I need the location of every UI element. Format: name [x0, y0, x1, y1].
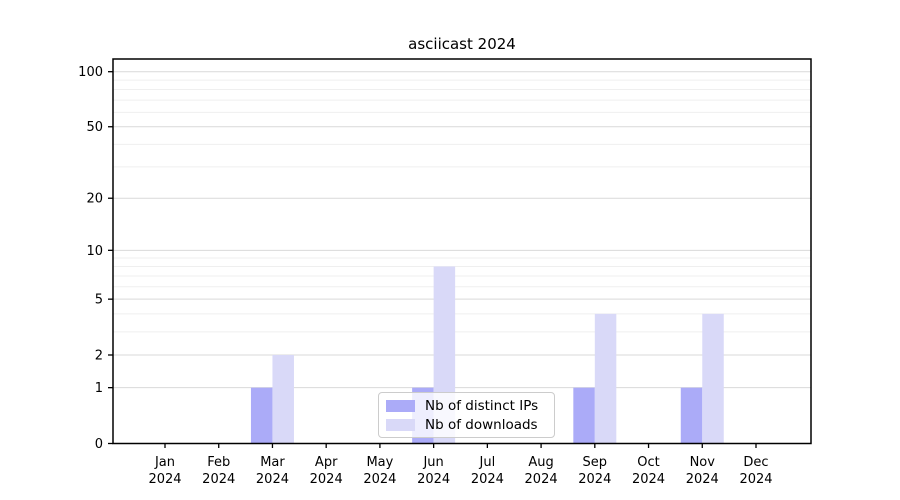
x-tick-label-month: May [366, 455, 393, 470]
x-tick-label-month: Aug [528, 455, 553, 470]
y-tick-label: 0 [95, 437, 103, 452]
x-tick-label-year: 2024 [686, 472, 719, 487]
x-tick-label-year: 2024 [471, 472, 504, 487]
x-tick-label-month: Jul [479, 455, 496, 470]
legend-swatch-distinct-ips [386, 399, 415, 412]
legend-swatch-downloads [386, 418, 415, 431]
legend-entry-downloads: Nb of downloads [386, 417, 547, 433]
bar-downloads-sep [594, 313, 617, 444]
x-tick-label-year: 2024 [417, 472, 450, 487]
legend-label-distinct-ips: Nb of distinct IPs [425, 397, 539, 414]
x-tick-label-month: Jun [422, 455, 443, 470]
bar-downloads-mar [272, 354, 294, 444]
bar-distinct-ips-nov [680, 387, 703, 444]
bar-downloads-nov [702, 313, 724, 444]
y-tick-label: 100 [78, 65, 103, 80]
x-tick-label-month: Sep [583, 455, 608, 470]
x-tick-label-year: 2024 [632, 472, 665, 487]
bar-distinct-ips-mar [250, 387, 273, 444]
x-tick-label-year: 2024 [148, 472, 181, 487]
x-tick-label-month: Apr [315, 455, 338, 470]
x-tick-label-year: 2024 [256, 472, 289, 487]
x-tick-label-month: Dec [743, 455, 768, 470]
x-tick-label-year: 2024 [363, 472, 396, 487]
y-tick-label: 20 [86, 192, 103, 207]
legend-label-downloads: Nb of downloads [425, 416, 538, 433]
y-tick-label: 50 [86, 120, 103, 135]
y-tick-label: 2 [95, 348, 103, 363]
y-tick-label: 5 [95, 293, 103, 308]
x-tick-label-month: Oct [637, 455, 659, 470]
x-tick-label-year: 2024 [525, 472, 558, 487]
chart-title: asciicast 2024 [408, 35, 516, 53]
x-tick-label-year: 2024 [739, 472, 772, 487]
x-tick-label-year: 2024 [202, 472, 235, 487]
bar-distinct-ips-sep [573, 387, 595, 444]
axis-frame [112, 58, 812, 445]
x-tick-label-month: Mar [260, 455, 285, 470]
x-tick-label-month: Jan [154, 455, 175, 470]
x-tick-label-year: 2024 [310, 472, 343, 487]
x-tick-label-month: Feb [207, 455, 230, 470]
legend: Nb of distinct IPs Nb of downloads [378, 392, 555, 438]
x-tick-label-year: 2024 [578, 472, 611, 487]
x-tick-label-month: Nov [690, 455, 716, 470]
legend-entry-distinct-ips: Nb of distinct IPs [386, 398, 547, 414]
y-tick-label: 1 [95, 381, 103, 396]
y-tick-label: 10 [86, 244, 103, 259]
